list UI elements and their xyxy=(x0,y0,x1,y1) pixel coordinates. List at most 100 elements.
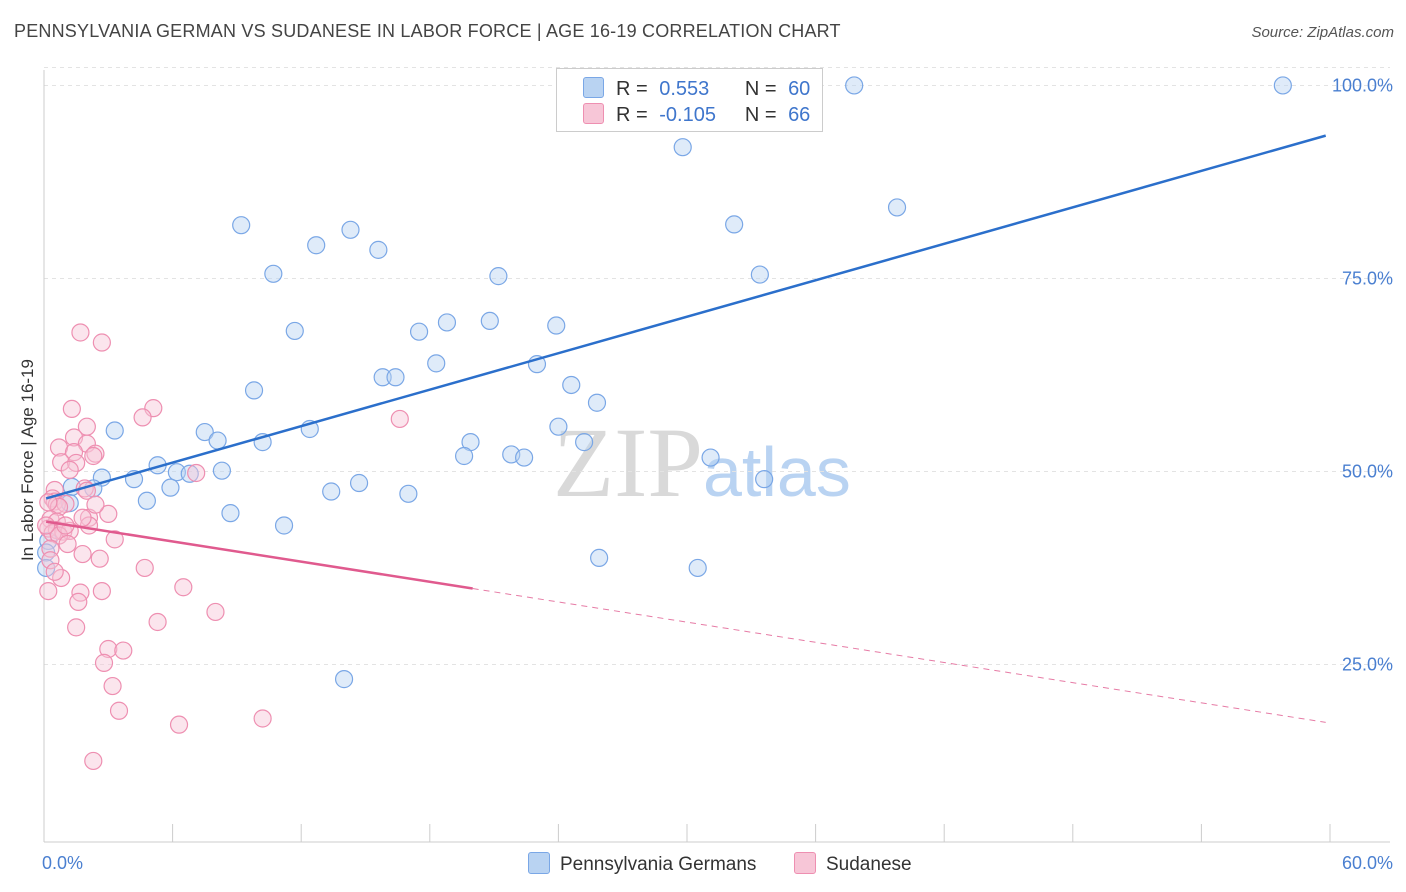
point-pennsylvania-germans xyxy=(673,138,692,157)
legend-n-label: N = xyxy=(744,104,777,126)
point-sudanese xyxy=(49,497,69,517)
point-sudanese xyxy=(60,460,79,479)
point-sudanese xyxy=(73,508,92,527)
y-tick-label: 25.0% xyxy=(1342,654,1393,674)
point-sudanese xyxy=(114,641,133,660)
bottom-legend-swatch-blue xyxy=(528,852,550,874)
bottom-legend-pennsylvania-germans: Pennsylvania Germans xyxy=(528,852,756,876)
point-sudanese xyxy=(64,443,84,462)
point-sudanese xyxy=(37,516,56,535)
point-sudanese xyxy=(92,333,111,352)
point-pennsylvania-germans xyxy=(547,316,566,335)
point-pennsylvania-germans xyxy=(244,381,264,400)
legend-n-label: N = xyxy=(744,78,777,100)
legend-row-sudanese: R = -0.105 N = 66 xyxy=(583,103,810,127)
point-sudanese xyxy=(148,612,167,632)
point-pennsylvania-germans xyxy=(369,240,388,259)
point-pennsylvania-germans xyxy=(195,422,214,442)
point-sudanese xyxy=(45,562,64,581)
point-pennsylvania-germans xyxy=(587,393,607,412)
point-pennsylvania-germans xyxy=(386,368,405,387)
point-pennsylvania-germans xyxy=(489,267,508,286)
legend-swatch-blue xyxy=(583,77,604,98)
point-sudanese xyxy=(39,581,58,601)
y-tick-label: 75.0% xyxy=(1342,268,1393,288)
point-sudanese xyxy=(86,444,105,463)
point-sudanese xyxy=(169,715,189,734)
point-sudanese xyxy=(84,751,103,771)
point-sudanese xyxy=(174,578,193,597)
point-pennsylvania-germans xyxy=(575,433,594,452)
point-pennsylvania-germans xyxy=(232,216,251,235)
bottom-legend-sudanese: Sudanese xyxy=(794,852,912,876)
point-sudanese xyxy=(103,676,122,696)
point-pennsylvania-germans xyxy=(750,265,769,284)
legend-r-value: -0.105 xyxy=(659,104,716,126)
point-sudanese xyxy=(206,602,225,622)
watermark-atlas: atlas xyxy=(703,433,851,511)
legend-n-value: 60 xyxy=(788,78,811,100)
bottom-legend-label: Pennsylvania Germans xyxy=(560,854,757,875)
point-pennsylvania-germans xyxy=(427,354,446,373)
chart-title: PENNSYLVANIA GERMAN VS SUDANESE IN LABOR… xyxy=(14,21,841,41)
point-pennsylvania-germans xyxy=(322,482,341,501)
point-sudanese xyxy=(69,592,88,612)
trend-line-sudanese-extension xyxy=(472,588,1326,723)
legend-r-label: R = xyxy=(616,104,648,126)
point-sudanese xyxy=(58,534,77,554)
legend-swatch-pink xyxy=(583,103,604,124)
trend-line-pennsylvania-germans xyxy=(45,134,1327,500)
point-pennsylvania-germans xyxy=(341,220,360,239)
point-sudanese xyxy=(187,463,206,483)
point-sudanese xyxy=(71,323,90,342)
point-pennsylvania-germans xyxy=(208,431,227,450)
point-pennsylvania-germans xyxy=(264,264,283,283)
point-pennsylvania-germans xyxy=(845,76,864,95)
y-tick-label: 50.0% xyxy=(1342,461,1393,481)
legend-n-value: 66 xyxy=(788,104,811,126)
point-sudanese xyxy=(390,409,409,429)
point-pennsylvania-germans xyxy=(373,368,392,387)
watermark: ZIPatlas xyxy=(553,405,851,520)
point-pennsylvania-germans xyxy=(755,470,774,489)
point-sudanese xyxy=(67,453,86,473)
point-sudanese xyxy=(84,446,103,466)
point-pennsylvania-germans xyxy=(274,516,294,535)
point-pennsylvania-germans xyxy=(221,504,240,523)
point-pennsylvania-germans xyxy=(480,311,499,330)
legend-r-value: 0.553 xyxy=(659,78,710,100)
point-pennsylvania-germans xyxy=(688,558,707,578)
trend-line-sudanese xyxy=(45,520,473,590)
point-sudanese xyxy=(92,581,111,601)
point-pennsylvania-germans xyxy=(454,446,474,466)
point-sudanese xyxy=(67,618,86,637)
legend-row-pennsylvania-germans: R = 0.553 N = 60 xyxy=(583,77,810,101)
point-pennsylvania-germans xyxy=(590,548,609,568)
point-sudanese xyxy=(133,408,152,427)
point-sudanese xyxy=(86,495,105,514)
point-pennsylvania-germans xyxy=(180,464,199,483)
point-pennsylvania-germans xyxy=(887,198,907,217)
point-sudanese xyxy=(41,551,60,570)
point-pennsylvania-germans xyxy=(549,417,568,436)
point-sudanese xyxy=(62,399,81,419)
point-pennsylvania-germans xyxy=(285,321,304,341)
y-tick-label: 100.0% xyxy=(1332,75,1393,95)
point-sudanese xyxy=(99,504,118,524)
point-pennsylvania-germans xyxy=(725,215,744,234)
bottom-legend-label: Sudanese xyxy=(826,854,912,875)
point-pennsylvania-germans xyxy=(212,461,231,480)
point-pennsylvania-germans xyxy=(349,473,369,493)
point-pennsylvania-germans xyxy=(701,448,720,467)
point-sudanese xyxy=(94,653,114,672)
watermark-zip: ZIP xyxy=(553,407,703,518)
point-sudanese xyxy=(105,530,124,549)
point-sudanese xyxy=(90,549,109,568)
point-pennsylvania-germans xyxy=(334,670,354,689)
point-pennsylvania-germans xyxy=(1273,76,1292,95)
legend-r-label: R = xyxy=(616,78,648,100)
chart-source: Source: ZipAtlas.com xyxy=(1251,24,1394,41)
correlation-legend: R = 0.553 N = 60 R = -0.105 N = 66 xyxy=(556,68,823,132)
bottom-legend-swatch-pink xyxy=(794,852,816,874)
